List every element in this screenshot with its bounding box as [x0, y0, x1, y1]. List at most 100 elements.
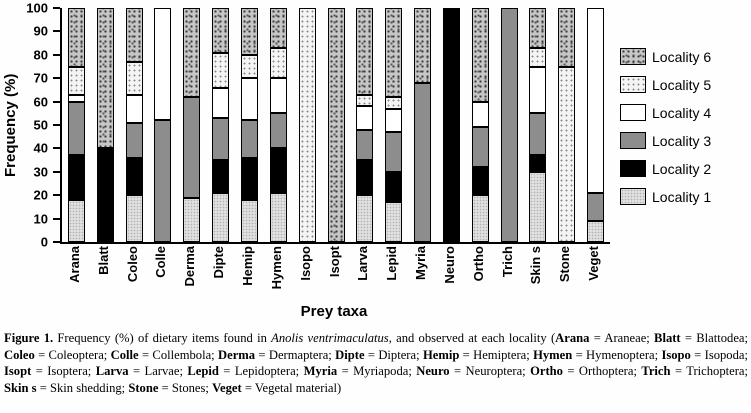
y-tick-mark — [53, 100, 60, 103]
caption-text: Isopt — [4, 364, 32, 379]
segment-locality-3 — [125, 122, 143, 158]
caption-text: Larva — [95, 364, 129, 379]
y-tick-mark — [53, 147, 60, 150]
caption-text: Derma — [218, 347, 256, 362]
caption-text: Trich — [641, 364, 671, 379]
segment-locality-2 — [269, 148, 287, 193]
x-tick-label: Hymen — [268, 246, 284, 290]
legend-swatch-icon — [620, 48, 646, 65]
y-tick-label: 100 — [26, 0, 48, 16]
caption-text: = Dermaptera; — [255, 347, 336, 362]
segment-locality-2 — [96, 148, 114, 242]
stacked-bar-larva — [356, 8, 374, 242]
bar-slot-skin-s — [524, 8, 553, 242]
caption-text: = Larvae; — [128, 364, 188, 379]
segment-locality-4 — [529, 66, 547, 114]
segment-locality-1 — [471, 195, 489, 242]
segment-locality-4 — [587, 8, 605, 193]
segment-locality-3 — [183, 96, 201, 198]
caption-text: = Hemiptera; — [459, 347, 534, 362]
x-tick-label: Coleo — [124, 246, 140, 283]
caption-text: = Isoptera; — [31, 364, 96, 379]
caption-text: Isopo — [661, 347, 691, 362]
bar-slot-colle — [149, 8, 178, 242]
segment-locality-3 — [529, 113, 547, 156]
figure-caption: Figure 1. Frequency (%) of dietary items… — [4, 330, 748, 397]
segment-locality-2 — [385, 171, 403, 203]
caption-text: = Stones; — [158, 381, 213, 396]
bar-slot-larva — [350, 8, 379, 242]
segment-locality-6 — [471, 8, 489, 102]
bar-slot-isopt — [322, 8, 351, 242]
segment-locality-6 — [96, 8, 114, 149]
caption-text: Lepid — [187, 364, 219, 379]
segment-locality-1 — [125, 195, 143, 242]
segment-locality-2 — [240, 157, 258, 200]
y-tick-label: 0 — [40, 234, 48, 250]
bar-slot-dipte — [206, 8, 235, 242]
bar-slot-hymen — [264, 8, 293, 242]
bar-slot-lepid — [379, 8, 408, 242]
bar-slot-derma — [177, 8, 206, 242]
x-tick-label: Stone — [557, 246, 573, 283]
x-tick-slot: Myria — [406, 246, 435, 302]
segment-locality-3 — [385, 132, 403, 172]
segment-locality-2 — [67, 155, 85, 200]
segment-locality-2 — [212, 160, 230, 193]
x-tick-label: Skin s — [528, 246, 544, 285]
legend: Locality 6 Locality 5 Locality 4 Locality 3… — [620, 48, 711, 205]
y-tick-mark — [53, 194, 60, 197]
segment-locality-1 — [183, 197, 201, 242]
segment-locality-2 — [471, 167, 489, 196]
y-tick-label: 60 — [33, 94, 48, 110]
segment-locality-5 — [240, 54, 258, 79]
stacked-bar-isopo — [298, 8, 316, 242]
legend-label: Locality 1 — [652, 188, 712, 205]
segment-locality-3 — [240, 120, 258, 158]
x-tick-slot: Ortho — [464, 246, 493, 302]
legend-item-locality-1: Locality 1 — [620, 188, 711, 205]
x-tick-label: Myria — [413, 246, 429, 280]
segment-locality-4 — [125, 94, 143, 123]
y-tick-label: 10 — [33, 211, 48, 227]
legend-swatch-icon — [620, 76, 646, 93]
bar-slot-hemip — [235, 8, 264, 242]
stacked-bar-dipte — [212, 8, 230, 242]
caption-text: = Diptera; — [364, 347, 423, 362]
stacked-bar-hemip — [240, 8, 258, 242]
caption-text: = Hymenoptera; — [572, 347, 662, 362]
caption-text: = Myriapoda; — [337, 364, 417, 379]
segment-locality-5 — [385, 96, 403, 109]
segment-locality-4 — [212, 87, 230, 119]
segment-locality-1 — [269, 192, 287, 242]
segment-locality-5 — [125, 61, 143, 95]
y-tick-label: 20 — [33, 187, 48, 203]
stacked-bar-hymen — [269, 8, 287, 242]
segment-locality-2 — [356, 160, 374, 196]
y-tick-mark — [53, 217, 60, 220]
y-axis: 0 10 20 30 40 50 60 70 80 90 100 — [20, 2, 52, 249]
x-tick-slot: Blatt — [89, 246, 118, 302]
segment-locality-1 — [67, 199, 85, 242]
x-tick-label: Arana — [66, 246, 82, 283]
x-tick-label: Blatt — [95, 246, 111, 275]
bar-slot-trich — [495, 8, 524, 242]
legend-item-locality-4: Locality 4 — [620, 104, 711, 121]
x-tick-slot: Isopt — [320, 246, 349, 302]
y-tick-mark — [53, 77, 60, 80]
bar-slot-stone — [552, 8, 581, 242]
caption-text: = Lepidoptera; — [218, 364, 304, 379]
caption-text: Frequency (%) of dietary items found in — [53, 331, 272, 345]
segment-locality-6 — [529, 8, 547, 48]
x-tick-slot: Larva — [348, 246, 377, 302]
x-axis-tick-labels: Arana Blatt Coleo Colle Derma Dipte Hemip Hymen… — [60, 246, 608, 302]
stacked-bar-isopt — [327, 8, 345, 242]
segment-locality-6 — [125, 8, 143, 62]
segment-locality-3 — [471, 127, 489, 168]
caption-text: Blatt — [654, 331, 681, 345]
segment-locality-3 — [212, 118, 230, 161]
legend-label: Locality 4 — [652, 104, 712, 121]
stacked-bar-skin-s — [529, 8, 547, 242]
x-axis-title: Prey taxa — [300, 303, 368, 320]
caption-text: Veget — [212, 381, 242, 396]
